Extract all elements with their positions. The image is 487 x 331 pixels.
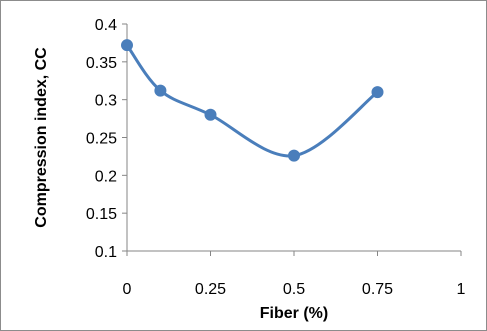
- x-ticks: 0 0.25 0.5 0.75 1: [123, 251, 466, 298]
- data-point: [288, 149, 300, 162]
- data-point: [371, 86, 384, 99]
- y-tick-label: 0.15: [86, 206, 117, 223]
- x-tick-label: 0.75: [362, 281, 393, 298]
- y-tick-label: 0.35: [86, 55, 117, 72]
- data-point: [154, 84, 167, 97]
- x-tick-label: 1: [457, 281, 466, 298]
- y-tick-label: 0.3: [95, 93, 117, 110]
- data-point: [121, 39, 133, 52]
- x-tick-label: 0.25: [195, 281, 226, 298]
- series-line: [125, 44, 379, 158]
- y-axis-title: Compression index, CC: [33, 47, 50, 228]
- x-tick-label: 0: [123, 281, 132, 298]
- x-axis-title: Fiber (%): [260, 305, 328, 322]
- data-point: [204, 108, 217, 121]
- axes: [126, 24, 461, 252]
- y-tick-label: 0.1: [95, 244, 117, 261]
- y-tick-label: 0.4: [95, 17, 117, 34]
- y-ticks: 0.1 0.15 0.2 0.25 0.3 0.35 0.4: [86, 17, 127, 261]
- series: [121, 39, 384, 162]
- y-tick-label: 0.25: [86, 131, 117, 148]
- y-tick-label: 0.2: [95, 168, 117, 185]
- x-tick-label: 0.5: [283, 281, 305, 298]
